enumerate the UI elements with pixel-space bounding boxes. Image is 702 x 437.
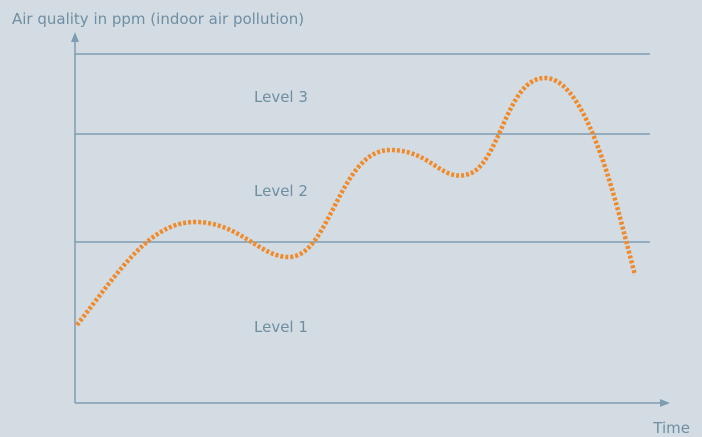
level-label: Level 1 — [254, 318, 308, 336]
y-axis-arrow — [71, 32, 79, 42]
x-axis-label: Time — [652, 419, 690, 437]
level-label: Level 3 — [254, 88, 308, 106]
y-axis-label: Air quality in ppm (indoor air pollution… — [12, 10, 304, 28]
level-label: Level 2 — [254, 182, 308, 200]
x-axis-arrow — [660, 399, 670, 407]
pollution-curve — [75, 75, 638, 327]
